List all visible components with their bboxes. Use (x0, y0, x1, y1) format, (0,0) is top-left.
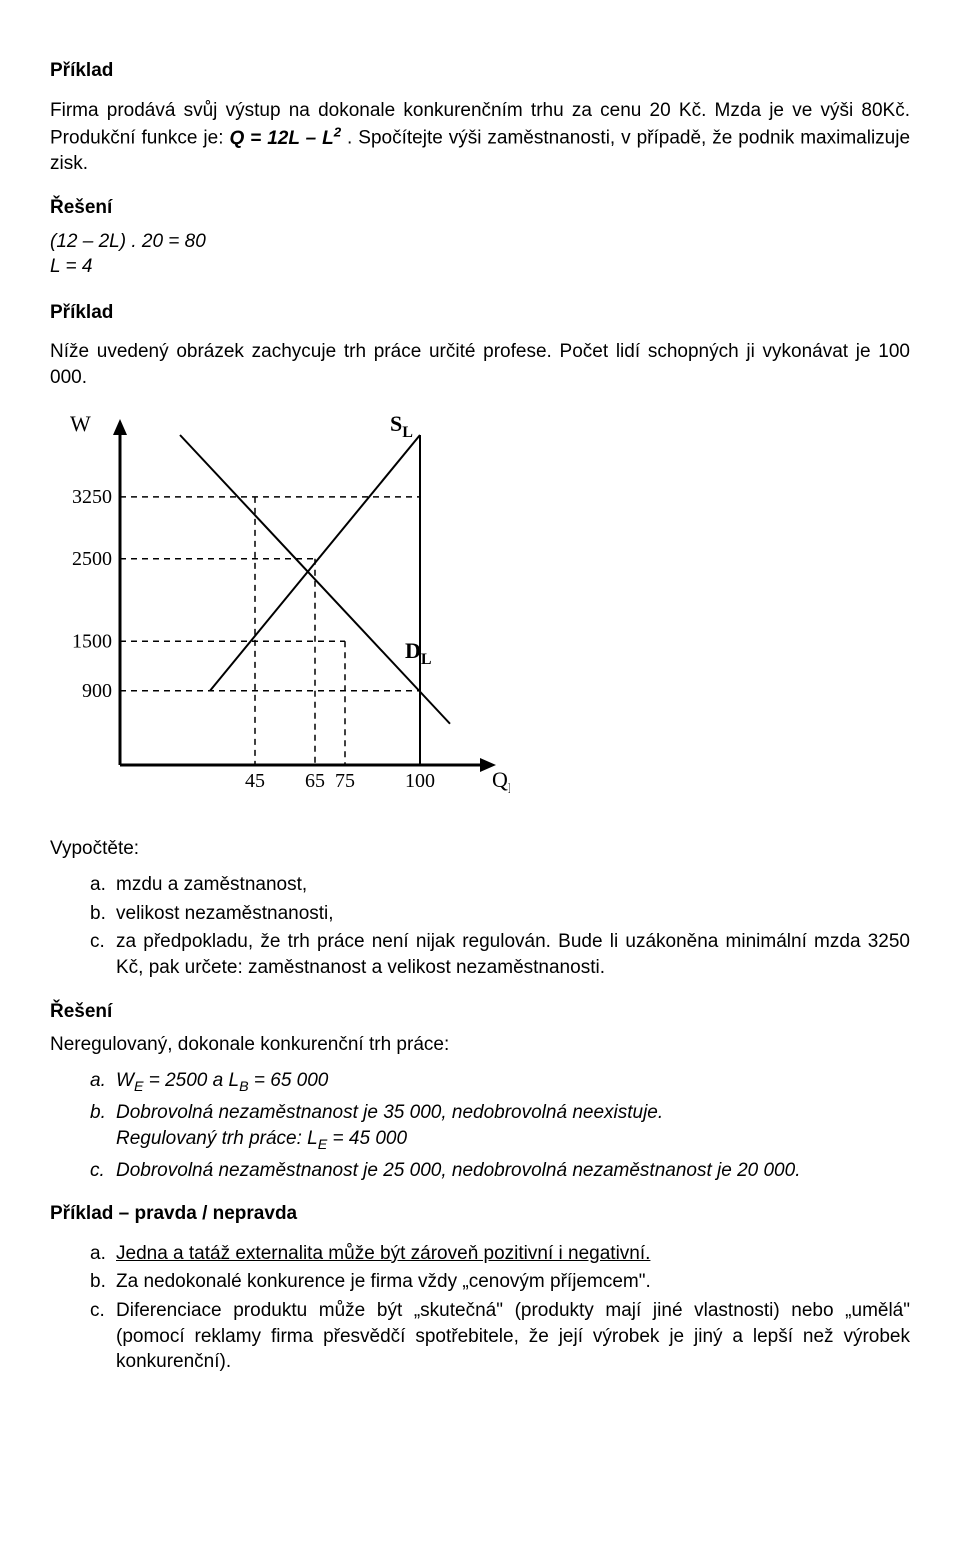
chart-svg: W SL DL 3250 2500 1500 900 45 65 75 100 QL (tis.) (50, 405, 510, 805)
list-text: WE = 2500 a LB = 65 000 (116, 1068, 910, 1097)
heading-reseni-2: Řešení (50, 999, 910, 1025)
paragraph-problem-2: Níže uvedený obrázek zachycuje trh práce… (50, 339, 910, 390)
res-intro: Neregulovaný, dokonale konkurenční trh p… (50, 1032, 910, 1058)
solution-line-1: (12 – 2L) . 20 = 80 (50, 229, 910, 255)
list-letter: a. (90, 1241, 116, 1267)
svg-text:100: 100 (405, 770, 435, 792)
heading-reseni-1: Řešení (50, 195, 910, 221)
list-item: c.Diferenciace produktu může být „skuteč… (90, 1298, 910, 1375)
svg-text:65: 65 (305, 770, 325, 792)
list-text: Jedna a tatáž externalita může být zárov… (116, 1241, 910, 1267)
tf-list: a.Jedna a tatáž externalita může být zár… (50, 1241, 910, 1375)
svg-text:W: W (70, 411, 91, 436)
list-text: Za nedokonalé konkurence je firma vždy „… (116, 1269, 910, 1295)
solution-line-2: L = 4 (50, 254, 910, 280)
res-list: a.WE = 2500 a LB = 65 000b.Dobrovolná ne… (50, 1068, 910, 1183)
eq-text: Q = 12L – L (229, 128, 333, 149)
svg-text:75: 75 (335, 770, 355, 792)
list-item: a.WE = 2500 a LB = 65 000 (90, 1068, 910, 1097)
list-letter: c. (90, 1298, 116, 1375)
list-text: Diferenciace produktu může být „skutečná… (116, 1298, 910, 1375)
svg-text:2500: 2500 (72, 547, 112, 569)
list-letter: b. (90, 901, 116, 927)
list-text: Dobrovolná nezaměstnanost je 25 000, ned… (116, 1158, 910, 1184)
list-letter: b. (90, 1269, 116, 1295)
list-item: b.velikost nezaměstnanosti, (90, 901, 910, 927)
list-letter: a. (90, 872, 116, 898)
list-text: za předpokladu, že trh práce není nijak … (116, 929, 910, 980)
calc-heading: Vypočtěte: (50, 836, 910, 862)
list-text: mzdu a zaměstnanost, (116, 872, 910, 898)
list-item: a.mzdu a zaměstnanost, (90, 872, 910, 898)
svg-text:900: 900 (82, 679, 112, 701)
list-text: velikost nezaměstnanosti, (116, 901, 910, 927)
labor-market-chart: W SL DL 3250 2500 1500 900 45 65 75 100 QL (tis.) (50, 405, 910, 813)
heading-priklad-2: Příklad (50, 300, 910, 326)
svg-text:1500: 1500 (72, 630, 112, 652)
list-item: b.Dobrovolná nezaměstnanost je 35 000, n… (90, 1100, 910, 1155)
list-letter: c. (90, 929, 116, 980)
list-letter: a. (90, 1068, 116, 1097)
paragraph-problem-1: Firma prodává svůj výstup na dokonale ko… (50, 98, 910, 177)
svg-text:DL: DL (405, 637, 432, 667)
list-text: Dobrovolná nezaměstnanost je 35 000, ned… (116, 1100, 910, 1155)
list-letter: c. (90, 1158, 116, 1184)
svg-text:SL: SL (390, 411, 413, 441)
svg-text:3250: 3250 (72, 486, 112, 508)
list-letter: b. (90, 1100, 116, 1155)
list-item: a.Jedna a tatáž externalita může být zár… (90, 1241, 910, 1267)
svg-text:45: 45 (245, 770, 265, 792)
list-item: c.za předpokladu, že trh práce není nija… (90, 929, 910, 980)
list-item: c.Dobrovolná nezaměstnanost je 25 000, n… (90, 1158, 910, 1184)
equation: Q = 12L – L2 (229, 128, 341, 149)
svg-text:QL (tis.): QL (tis.) (492, 767, 510, 797)
heading-pravda-nepravda: Příklad – pravda / nepravda (50, 1201, 910, 1227)
heading-priklad-1: Příklad (50, 58, 910, 84)
list-item: b.Za nedokonalé konkurence je firma vždy… (90, 1269, 910, 1295)
eq-exp: 2 (334, 124, 341, 139)
calc-list: a.mzdu a zaměstnanost,b.velikost nezaměs… (50, 872, 910, 981)
